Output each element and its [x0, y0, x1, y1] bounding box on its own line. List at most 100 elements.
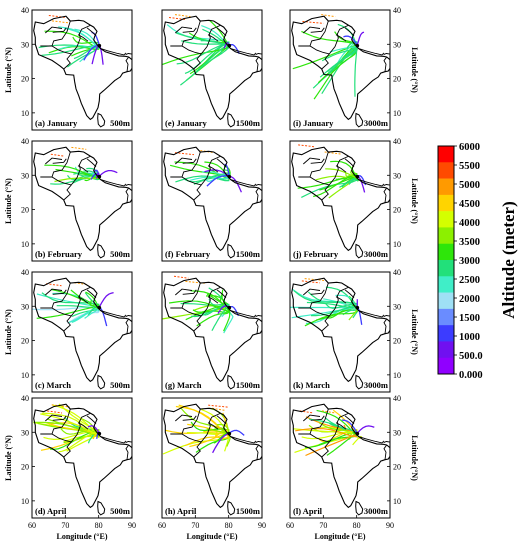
lat-tick-label: 20 — [21, 206, 29, 215]
trajectory-line — [51, 404, 70, 408]
border-line — [321, 441, 330, 458]
lat-tick-label: 20 — [21, 75, 29, 84]
trajectory-line — [301, 30, 358, 45]
trajectory-line — [341, 419, 358, 434]
lon-tick-label: 70 — [319, 521, 327, 530]
panel-label: (a) January — [35, 118, 78, 128]
island-outline — [227, 374, 236, 390]
receptor-marker — [227, 43, 232, 48]
trajectory-line — [202, 171, 230, 179]
lat-tick-label: 30 — [21, 302, 29, 311]
lon-tick-label: 80 — [225, 521, 233, 530]
trajectory-line — [313, 173, 358, 198]
colorbar-segment — [438, 308, 454, 326]
lon-tick-label: 60 — [286, 521, 294, 530]
trajectory-line — [321, 410, 335, 414]
border-line — [182, 158, 197, 164]
lat-tick-label: 40 — [21, 394, 29, 403]
lat-tick-label: 30 — [21, 171, 29, 180]
receptor-marker — [97, 305, 102, 310]
trajectory-line — [54, 177, 100, 183]
border-line — [52, 415, 67, 421]
trajectory-line — [301, 280, 320, 284]
trajectory-line — [191, 304, 230, 318]
receptor-marker — [97, 43, 102, 48]
lat-tick-label: 20 — [393, 75, 401, 84]
lat-tick-label: 10 — [21, 109, 29, 118]
trajectory-line — [190, 176, 230, 181]
trajectory-line — [356, 175, 366, 193]
border-line — [40, 155, 91, 186]
colorbar-segment — [438, 276, 454, 293]
border-line — [216, 289, 227, 299]
border-line — [125, 53, 132, 56]
border-line — [125, 184, 132, 187]
border-line — [100, 47, 127, 56]
panel-frame — [31, 271, 133, 393]
y-axis-label: Latitude (°N) — [4, 47, 13, 93]
lat-tick-label: 30 — [393, 171, 401, 180]
panel-height-label: 1500m — [236, 249, 260, 259]
border-line — [40, 412, 91, 443]
map-panel: (h) April 1500m 60 70 80 90 Longitude (°E) — [158, 397, 266, 541]
trajectory-line — [189, 432, 230, 448]
border-line — [125, 444, 130, 460]
lat-tick-label: 40 — [393, 268, 401, 277]
panel-label: (j) February — [293, 249, 339, 259]
border-line — [181, 151, 201, 178]
lat-tick-label: 30 — [393, 428, 401, 437]
island-outline — [97, 374, 106, 390]
trajectory-line — [330, 48, 358, 70]
lat-tick-label: 10 — [21, 240, 29, 249]
trajectory-line — [63, 27, 100, 48]
lat-tick-label: 40 — [21, 268, 29, 277]
lon-tick-label: 90 — [128, 521, 136, 530]
lon-tick-label: 80 — [353, 521, 361, 530]
border-line — [193, 315, 202, 332]
border-line — [298, 412, 349, 443]
colorbar-label: 500.0 — [459, 351, 483, 362]
border-line — [77, 34, 89, 42]
border-line — [230, 178, 257, 187]
border-line — [309, 408, 329, 435]
trajectory-line — [185, 436, 230, 447]
colorbar-segment — [438, 341, 454, 359]
trajectory-line — [292, 44, 358, 70]
border-line — [255, 315, 262, 318]
border-line — [383, 187, 388, 203]
country-outline — [163, 403, 262, 509]
receptor-marker — [97, 174, 102, 179]
map-panel: (e) January 1500m — [161, 9, 263, 131]
trajectory-line — [341, 178, 359, 188]
trajectory-line — [208, 404, 229, 408]
trajectory-line — [206, 175, 230, 187]
y-axis-label-right: Latitude (°N) — [410, 309, 419, 355]
trajectory-line — [228, 429, 245, 436]
border-line — [358, 309, 385, 318]
border-line — [310, 289, 325, 295]
trajectory-line — [295, 427, 358, 438]
border-line — [100, 309, 127, 318]
panel-height-label: 3000m — [364, 118, 388, 128]
receptor-marker — [97, 431, 102, 436]
lat-tick-label: 20 — [21, 463, 29, 472]
border-line — [182, 27, 197, 33]
border-line — [321, 53, 330, 70]
border-line — [383, 56, 388, 72]
border-line — [170, 155, 221, 186]
border-line — [207, 422, 219, 430]
colorbar-segment — [438, 260, 454, 277]
trajectory-line — [71, 308, 100, 317]
border-line — [383, 444, 388, 460]
border-line — [45, 26, 63, 34]
colorbar: 6000 5500 5000 4500 4000 3500 3000 2500 2000 1500… — [437, 142, 518, 381]
panel-label: (l) April — [293, 506, 323, 516]
lat-tick-label: 40 — [393, 394, 401, 403]
trajectory-line — [324, 417, 358, 434]
country-outline — [291, 277, 390, 383]
trajectory-line — [321, 14, 336, 18]
trajectory-line — [50, 288, 100, 310]
y-axis-label: Latitude (°N) — [4, 435, 13, 481]
border-line — [45, 157, 63, 165]
trajectory-line — [206, 428, 230, 435]
